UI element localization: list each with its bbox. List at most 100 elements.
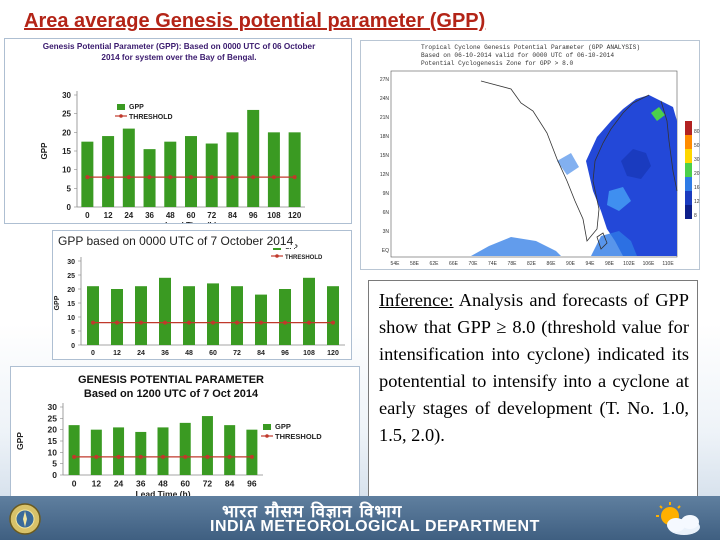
- x-tick-label: 84: [228, 211, 237, 220]
- footer-banner: [0, 496, 720, 540]
- threshold-marker: [292, 175, 297, 180]
- threshold-marker: [189, 175, 193, 180]
- threshold-marker: [91, 320, 95, 325]
- chart3-title-line-1: GENESIS POTENTIAL PARAMETER: [78, 374, 264, 386]
- gpp-bar: [102, 136, 115, 207]
- gpp-bar: [224, 425, 236, 475]
- threshold-marker: [147, 175, 152, 180]
- legend-threshold-marker: [275, 254, 279, 258]
- x-tick-label: 48: [158, 479, 168, 489]
- x-tick-label: 36: [145, 211, 154, 220]
- map-lat-label: 21N: [380, 115, 390, 121]
- map-header-1: Tropical Cyclone Genesis Potential Param…: [421, 44, 640, 51]
- gpp-bar: [157, 427, 169, 475]
- y-tick-label: 5: [71, 329, 75, 336]
- map-header-3: Potential Cyclogenesis Zone for GPP > 8.…: [421, 60, 574, 67]
- gpp-bar: [279, 289, 291, 345]
- map-lon-label: 110E: [662, 261, 674, 267]
- threshold-marker: [106, 175, 111, 180]
- gpp-bar: [113, 427, 125, 475]
- gpp-bar: [288, 132, 301, 207]
- gpp-bar: [90, 429, 102, 475]
- gpp-bar: [267, 132, 280, 207]
- legend-threshold-label: THRESHOLD: [285, 255, 323, 261]
- threshold-marker: [138, 454, 143, 459]
- map-colorbar-label: 12: [694, 199, 700, 205]
- x-tick-label: 12: [104, 211, 113, 220]
- gpp-bar: [81, 141, 94, 207]
- threshold-marker: [168, 175, 173, 180]
- inference-box: Inference: Analysis and forecasts of GPP…: [368, 280, 698, 502]
- map-lon-label: 78E: [508, 261, 518, 267]
- map-colorbar-label: 8: [694, 213, 697, 219]
- gpp-shading: [471, 95, 677, 256]
- x-axis-label: Lead Time (h): [135, 489, 190, 499]
- gpp-bar: [87, 286, 99, 345]
- gpp-bar: [303, 277, 315, 345]
- y-tick-label: 25: [67, 273, 75, 280]
- y-tick-label: 30: [62, 91, 71, 100]
- threshold-marker: [85, 175, 90, 180]
- y-tick-label: 0: [52, 470, 57, 480]
- gpp-bar: [207, 283, 219, 345]
- y-tick-label: 30: [48, 402, 58, 412]
- threshold-marker: [230, 175, 235, 180]
- threshold-marker: [116, 454, 121, 459]
- threshold-marker: [187, 320, 191, 325]
- map-colorbar: [685, 121, 692, 219]
- chart-title-line-1: Genesis Potential Parameter (GPP): Based…: [43, 42, 316, 51]
- x-tick-label: 96: [247, 479, 257, 489]
- map-lon-label: 86E: [547, 261, 557, 267]
- gpp-bar: [135, 286, 147, 345]
- y-tick-label: 30: [67, 259, 75, 266]
- map-colorbar-label: 50: [694, 143, 700, 149]
- chart3-title-line-2: Based on 1200 UTC of 7 Oct 2014: [84, 388, 259, 400]
- x-tick-label: 96: [249, 211, 258, 220]
- threshold-marker: [126, 175, 131, 180]
- x-tick-label: 60: [180, 479, 190, 489]
- india-coastline: [480, 80, 650, 242]
- x-tick-label: 120: [288, 211, 302, 220]
- threshold-marker: [72, 454, 77, 459]
- x-tick-label: 72: [207, 211, 216, 220]
- y-tick-label: 10: [48, 447, 58, 457]
- threshold-marker: [331, 320, 335, 325]
- gpp-bar: [247, 109, 260, 207]
- legend-threshold-marker: [265, 434, 269, 438]
- threshold-marker: [249, 454, 254, 459]
- legend-gpp-label: GPP: [285, 245, 298, 251]
- gpp-bar: [226, 132, 239, 207]
- x-tick-label: 36: [136, 479, 146, 489]
- y-tick-label: 15: [67, 301, 75, 308]
- map-lat-label: 18N: [380, 134, 390, 140]
- legend-threshold-label: THRESHOLD: [129, 114, 173, 121]
- map-lon-label: 62E: [430, 261, 440, 267]
- threshold-marker: [161, 454, 165, 459]
- imd-emblem-icon: [9, 503, 41, 535]
- threshold-marker: [307, 320, 311, 325]
- y-tick-label: 15: [48, 436, 58, 446]
- map-colorbar-label: 16: [694, 185, 700, 191]
- y-axis-label: GPP: [15, 432, 25, 450]
- x-tick-label: 0: [91, 350, 95, 357]
- gpp-chart-07oct-00utc-panel: 0 5 10 15 20 25 30 0 12 24 36 48 60 72 84 96 108 120 Lead …: [52, 230, 352, 360]
- map-colorbar-label: 30: [694, 157, 700, 163]
- map-colorbar-label: 20: [694, 171, 700, 177]
- threshold-marker: [183, 454, 188, 459]
- y-axis-label: GPP: [54, 295, 61, 310]
- map-header-2: Based on 06-10-2014 valid for 0000 UTC o…: [421, 52, 614, 59]
- chart-title-line-2: 2014 for system over the Bay of Bengal.: [101, 53, 256, 62]
- x-tick-label: 12: [92, 479, 102, 489]
- sun-cloud-icon: [656, 502, 700, 535]
- gpp-bar: [122, 128, 135, 207]
- map-lon-label: 98E: [605, 261, 615, 267]
- gpp-bar: [327, 286, 339, 345]
- gpp-bar: [255, 294, 267, 345]
- footer-english-text: INDIA METEOROLOGICAL DEPARTMENT: [210, 518, 540, 535]
- threshold-marker: [283, 320, 287, 325]
- threshold-marker: [163, 320, 167, 325]
- threshold-marker: [205, 454, 210, 459]
- threshold-marker: [115, 320, 119, 325]
- x-axis-label: Lead Time (h): [165, 221, 217, 224]
- x-tick-label: 84: [225, 479, 235, 489]
